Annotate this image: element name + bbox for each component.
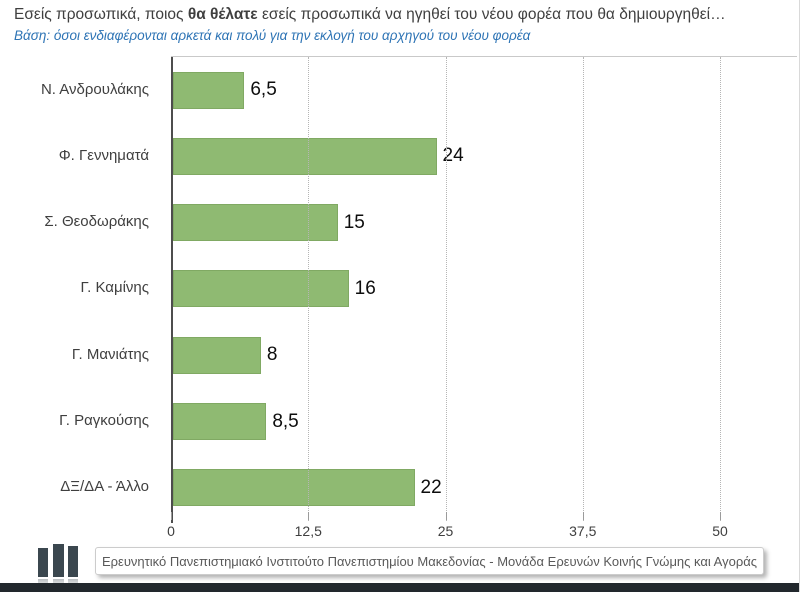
base-note: Βάση: όσοι ενδιαφέρονται αρκετά και πολύ… xyxy=(14,28,531,43)
category-axis: Ν. Ανδρουλάκης Φ. Γεννηματά Σ. Θεοδωράκης Γ… xyxy=(0,56,160,520)
x-tick-label: 25 xyxy=(437,523,454,539)
value-label: 8,5 xyxy=(272,410,299,432)
value-label: 22 xyxy=(420,476,442,498)
bar-row: 15 xyxy=(173,190,797,256)
category-label: Φ. Γεννηματά xyxy=(58,146,149,164)
category-label: ΔΞ/ΔΑ - Άλλο xyxy=(60,478,149,496)
bar xyxy=(173,71,245,109)
x-tick xyxy=(171,512,172,520)
logo-bar-icon xyxy=(38,548,48,577)
value-label: 15 xyxy=(343,211,365,233)
gridline xyxy=(445,57,447,521)
title-prefix: Εσείς προσωπικά, ποιος xyxy=(14,6,188,23)
category-label: Γ. Μανιάτης xyxy=(71,345,149,363)
source-attribution: Ερευνητικό Πανεπιστημιακό Ινστιτούτο Παν… xyxy=(95,547,764,575)
x-tick xyxy=(445,512,447,520)
value-label: 6,5 xyxy=(250,79,277,101)
logo-bar-icon xyxy=(68,546,78,577)
bar-row: 16 xyxy=(173,256,797,322)
bar-row: 8,5 xyxy=(173,388,797,454)
gridline xyxy=(582,57,584,521)
bar xyxy=(173,137,437,175)
category-label: Γ. Καμίνης xyxy=(80,279,150,297)
bar-row: 8 xyxy=(173,322,797,388)
gridline xyxy=(308,57,310,521)
bar-series: 6,5 24 15 16 8 8,5 22 xyxy=(173,57,797,521)
bottom-strip xyxy=(0,583,799,592)
bar-row: 24 xyxy=(173,123,797,189)
category-label: Σ. Θεοδωράκης xyxy=(44,213,149,231)
page-title: Εσείς προσωπικά, ποιος θα θέλατε εσείς π… xyxy=(14,6,726,24)
title-bold-phrase: θα θέλατε xyxy=(187,6,258,23)
bar xyxy=(173,270,349,308)
bar-row: 22 xyxy=(173,455,797,521)
source-text: Ερευνητικό Πανεπιστημιακό Ινστιτούτο Παν… xyxy=(101,553,758,569)
x-tick-label: 0 xyxy=(167,523,175,539)
value-label: 24 xyxy=(442,145,464,167)
y-axis-line xyxy=(171,57,173,523)
bar-row: 6,5 xyxy=(173,57,797,123)
x-tick xyxy=(308,512,310,520)
x-tick xyxy=(582,512,584,520)
bar xyxy=(173,336,261,374)
bar xyxy=(173,403,267,441)
bar xyxy=(173,469,415,507)
value-label: 8 xyxy=(266,344,278,366)
bar xyxy=(173,204,338,242)
x-tick xyxy=(720,512,721,520)
title-suffix: εσείς προσωπικά να ηγηθεί του νέου φορέα… xyxy=(257,6,726,23)
logo-bar-icon xyxy=(53,544,64,577)
x-tick-label: 50 xyxy=(712,523,728,539)
bar-chart-plot-area: 6,5 24 15 16 8 8,5 22 xyxy=(171,56,797,523)
x-axis: 0 12,5 25 37,5 50 xyxy=(167,512,799,552)
x-tick-label: 12,5 xyxy=(294,523,322,539)
x-tick-label: 37,5 xyxy=(569,523,597,539)
gridline xyxy=(720,57,721,521)
value-label: 16 xyxy=(354,277,376,299)
category-label: Ν. Ανδρουλάκης xyxy=(40,80,149,98)
category-label: Γ. Ραγκούσης xyxy=(59,412,149,430)
